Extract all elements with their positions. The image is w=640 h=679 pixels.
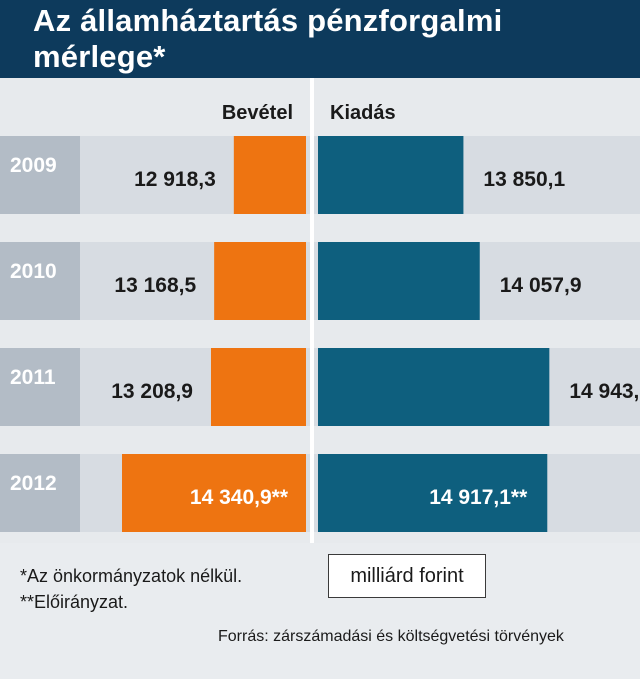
unit-label: milliárd forint — [328, 554, 486, 598]
label-kiadas-2010: 14 057,9 — [500, 274, 582, 297]
bar-bevetel-2010 — [214, 242, 306, 320]
year-cell-2011 — [0, 348, 80, 426]
legend-bevetel: Bevétel — [222, 102, 293, 124]
year-cell-2010 — [0, 242, 80, 320]
bar-kiadas-2009 — [318, 136, 464, 214]
bar-bevetel-2011 — [210, 348, 306, 426]
back-to-back-bar-chart: Bevétel Kiadás 2009 12 918,3 13 850,1 2010 13 … — [0, 78, 640, 543]
legend-kiadas: Kiadás — [330, 102, 396, 124]
year-label-2010: 2010 — [10, 260, 57, 283]
footnote-municipalities: *Az önkormányzatok nélkül. — [20, 566, 243, 586]
source-note: Forrás: zárszámadási és költségvetési tö… — [218, 628, 564, 645]
bar-kiadas-2012 — [318, 454, 548, 532]
chart-area: Bevétel Kiadás 2009 12 918,3 13 850,1 2010 13 … — [0, 78, 640, 543]
year-label-2009: 2009 — [10, 154, 57, 177]
year-label-2011: 2011 — [10, 366, 56, 389]
label-kiadas-2012: 14 917,1** — [429, 486, 528, 509]
bar-kiadas-2011 — [318, 348, 550, 426]
label-bevetel-2012: 14 340,9** — [190, 486, 289, 509]
label-kiadas-2011: 14 943,3 — [569, 380, 640, 403]
label-kiadas-2009: 13 850,1 — [483, 168, 565, 191]
year-label-2012: 2012 — [10, 472, 57, 495]
bar-bevetel-2012 — [122, 454, 307, 532]
chart-title: Az államháztartás pénzforgalmi mérlege* — [0, 0, 640, 78]
label-bevetel-2010: 13 168,5 — [114, 274, 196, 297]
year-cell-2009 — [0, 136, 80, 214]
bar-bevetel-2009 — [233, 136, 306, 214]
year-cell-2012 — [0, 454, 80, 532]
bar-kiadas-2010 — [318, 242, 480, 320]
label-bevetel-2009: 12 918,3 — [134, 168, 216, 191]
label-bevetel-2011: 13 208,9 — [111, 380, 193, 403]
footnote-estimate: **Előirányzat. — [20, 592, 129, 612]
